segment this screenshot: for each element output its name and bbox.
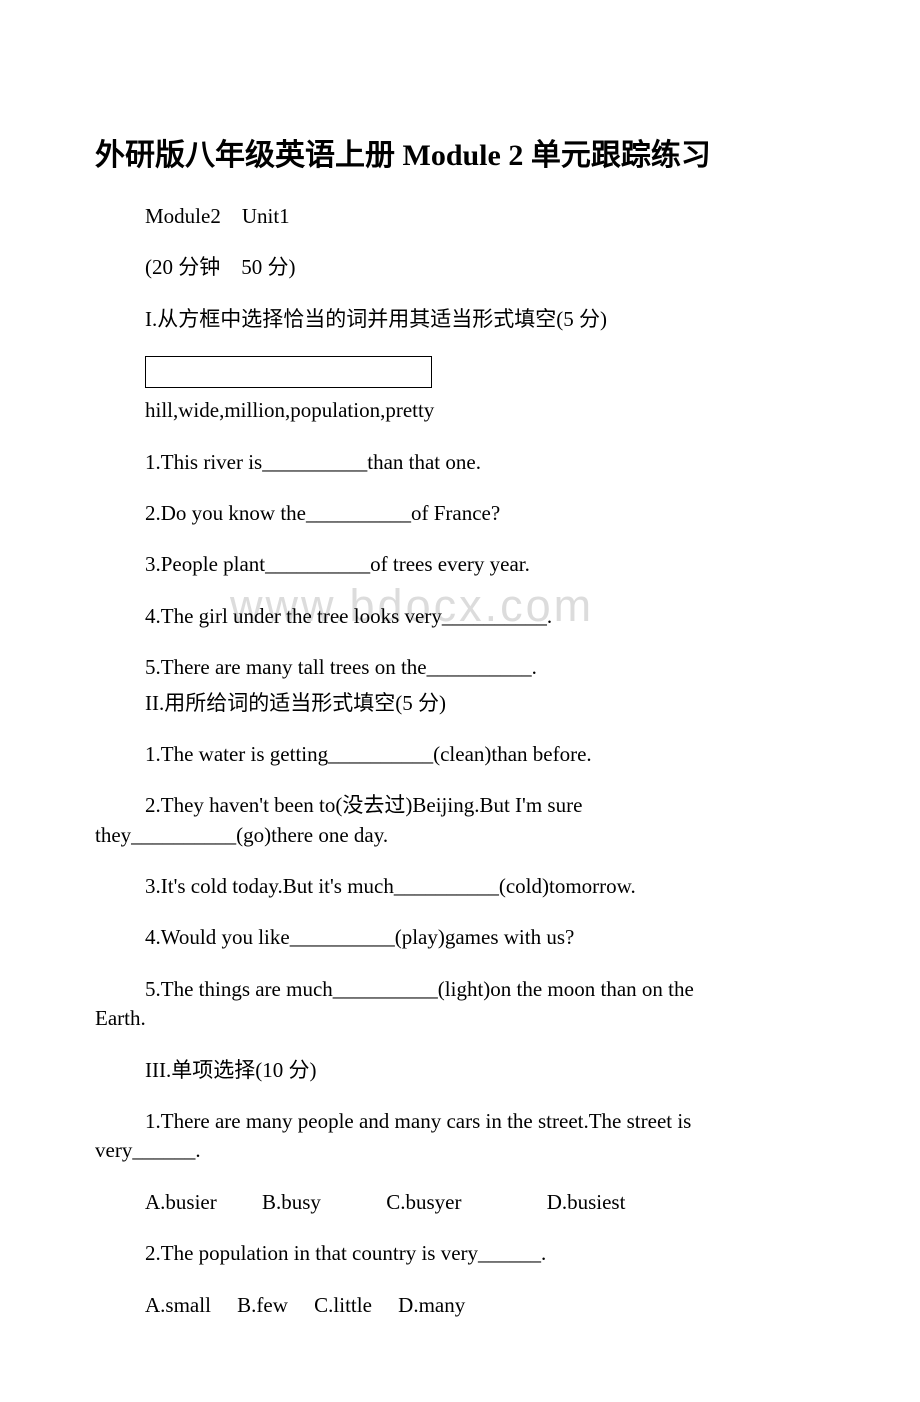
s3-q2-stem: 2.The population in that country is very… [95, 1239, 825, 1268]
module-unit: Module2 Unit1 [95, 202, 825, 231]
s2-item-4: 4.Would you like__________(play)games wi… [95, 923, 825, 952]
s3-q2-c: C.little [314, 1293, 372, 1317]
time-score: (20 分钟 50 分) [95, 253, 825, 282]
s3-q2-a: A.small [145, 1293, 211, 1317]
s3-q1-b: B.busy [262, 1190, 321, 1214]
s3-q2-b: B.few [237, 1293, 288, 1317]
s2-item-3: 3.It's cold today.But it's much_________… [95, 872, 825, 901]
section3-heading: III.单项选择(10 分) [95, 1056, 825, 1085]
s3-q1-stem: 1.There are many people and many cars in… [95, 1107, 825, 1166]
s2-item-2: 2.They haven't been to(没去过)Beijing.But I… [95, 791, 825, 850]
s3-q1-options: A.busier B.busy C.busyer D.busiest [95, 1188, 825, 1217]
s1-item-1: 1.This river is__________than that one. [95, 448, 825, 477]
s2-item-5: 5.The things are much__________(light)on… [95, 975, 825, 1034]
s3-q1-a: A.busier [145, 1190, 217, 1214]
s3-q1-c: C.busyer [386, 1190, 461, 1214]
section1-heading: I.从方框中选择恰当的词并用其适当形式填空(5 分) [95, 305, 825, 334]
s3-q2-options: A.small B.few C.little D.many [95, 1291, 825, 1320]
s1-item-4: 4.The girl under the tree looks very____… [95, 602, 825, 631]
wordbank-box [145, 356, 432, 388]
s1-item-2: 2.Do you know the__________of France? [95, 499, 825, 528]
s3-q2-d: D.many [398, 1293, 465, 1317]
s1-item-3: 3.People plant__________of trees every y… [95, 550, 825, 579]
s1-item-5: 5.There are many tall trees on the______… [95, 653, 825, 682]
section2-heading: II.用所给词的适当形式填空(5 分) [95, 689, 825, 718]
wordbank-words: hill,wide,million,population,pretty [95, 396, 825, 425]
s2-item-1: 1.The water is getting__________(clean)t… [95, 740, 825, 769]
document-title: 外研版八年级英语上册 Module 2 单元跟踪练习 [95, 130, 825, 174]
s3-q1-d: D.busiest [547, 1190, 626, 1214]
